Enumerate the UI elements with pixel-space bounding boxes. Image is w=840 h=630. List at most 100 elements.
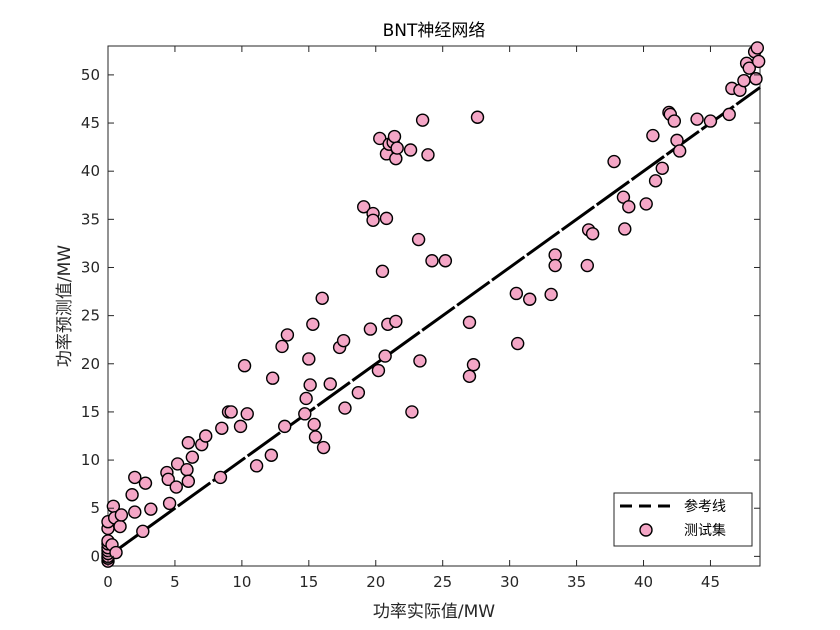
y-tick-label: 10 <box>81 451 100 469</box>
x-tick-label: 35 <box>567 573 586 591</box>
data-point <box>237 359 252 373</box>
data-point <box>144 502 158 516</box>
x-axis-label: 功率实际值/MW <box>373 602 495 622</box>
data-point <box>703 114 718 128</box>
data-point <box>224 405 238 419</box>
data-point <box>585 227 600 241</box>
data-point <box>648 174 663 188</box>
data-point <box>470 110 485 124</box>
data-point <box>307 417 321 432</box>
data-point <box>138 476 153 490</box>
data-point <box>411 232 426 247</box>
x-tick-label: 45 <box>701 573 720 591</box>
data-point <box>275 339 289 354</box>
data-point <box>742 61 756 75</box>
legend-label-reference: 参考线 <box>684 498 726 515</box>
data-point <box>379 211 394 226</box>
data-point <box>323 377 337 391</box>
y-tick-label: 45 <box>81 114 100 132</box>
data-point <box>750 41 765 55</box>
data-point <box>161 472 175 487</box>
data-point <box>162 496 177 511</box>
x-tick-label: 40 <box>634 573 653 591</box>
data-point <box>180 463 194 477</box>
data-point <box>233 419 248 434</box>
data-point <box>672 144 687 158</box>
data-point <box>510 336 525 351</box>
data-point <box>213 470 228 485</box>
data-point <box>215 421 229 435</box>
data-point <box>185 450 200 464</box>
data-point <box>509 286 524 301</box>
data-point <box>466 358 481 372</box>
data-point <box>181 436 196 450</box>
y-tick-label: 5 <box>90 499 100 517</box>
data-point <box>278 419 292 434</box>
data-point <box>240 407 254 421</box>
data-point <box>413 354 427 368</box>
data-point <box>299 391 313 406</box>
data-point <box>548 258 562 273</box>
data-point <box>415 113 430 127</box>
data-point <box>280 328 295 342</box>
data-point <box>390 141 404 155</box>
data-point <box>667 114 682 128</box>
x-tick-label: 10 <box>232 573 251 591</box>
data-point <box>544 287 558 302</box>
data-point <box>462 315 477 330</box>
data-point <box>109 545 123 560</box>
data-point <box>622 200 636 214</box>
x-tick-label: 30 <box>500 573 519 591</box>
y-tick-label: 50 <box>81 66 100 84</box>
data-point <box>306 317 320 331</box>
plot-area <box>107 45 761 567</box>
data-point <box>338 401 352 415</box>
x-tick-label: 15 <box>299 573 318 591</box>
data-point <box>357 200 371 214</box>
data-point <box>639 197 653 211</box>
data-point <box>462 369 477 383</box>
data-point <box>405 405 419 419</box>
data-point <box>722 107 736 122</box>
data-point <box>366 213 380 227</box>
data-point <box>403 143 418 157</box>
data-point <box>136 524 150 539</box>
data-point <box>128 505 142 519</box>
legend-box <box>613 492 753 547</box>
data-point <box>336 333 351 348</box>
data-point <box>523 292 537 306</box>
data-point <box>128 470 142 485</box>
points-group <box>101 41 766 568</box>
data-point <box>316 440 331 455</box>
data-point <box>580 258 594 273</box>
data-point <box>421 148 435 162</box>
data-point <box>249 459 264 473</box>
axes-box <box>107 45 761 567</box>
data-point <box>308 430 323 444</box>
data-point <box>114 508 129 522</box>
data-point <box>751 54 766 69</box>
data-point <box>737 73 751 88</box>
data-point <box>113 519 127 534</box>
y-axis-label: 功率预测值/MW <box>55 245 75 367</box>
data-point <box>389 314 403 329</box>
data-point <box>264 448 279 462</box>
data-point <box>298 407 312 421</box>
data-point <box>351 385 366 400</box>
x-tick-label: 20 <box>366 573 385 591</box>
data-point <box>387 129 402 144</box>
data-point <box>169 480 183 494</box>
data-point <box>425 254 439 268</box>
data-point <box>618 222 632 236</box>
y-tick-label: 35 <box>81 210 100 228</box>
x-tick-label: 25 <box>433 573 452 591</box>
data-point <box>655 161 669 175</box>
chart-title: BNT神经网络 <box>383 21 486 41</box>
legend: 参考线 测试集 <box>613 492 753 547</box>
legend-marker-swatch <box>639 523 653 537</box>
data-point <box>302 352 316 366</box>
x-tick-label: 5 <box>170 573 180 591</box>
y-ticks: 0 5 10 15 20 25 30 35 40 45 50 <box>81 66 760 565</box>
y-tick-label: 25 <box>81 307 100 325</box>
